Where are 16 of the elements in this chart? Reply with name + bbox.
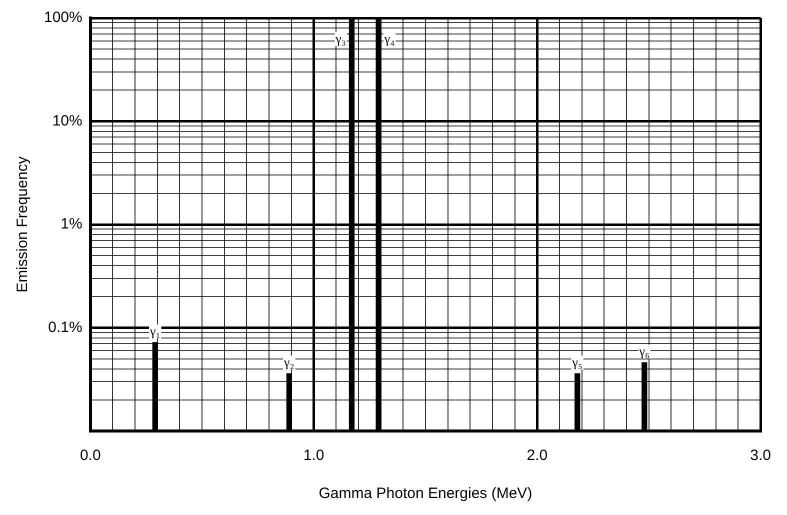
- data-label: γ₆: [638, 343, 650, 358]
- data-label: γ₄: [383, 30, 396, 46]
- data-label: γ₂: [283, 354, 294, 370]
- y-tick-label: 10%: [52, 112, 82, 130]
- x-tick-label: 2.0: [526, 447, 548, 464]
- x-tick-label: 0.0: [80, 447, 101, 464]
- x-tick-label: 3.0: [750, 447, 772, 464]
- x-tick-label: 1.0: [303, 447, 324, 464]
- y-axis-title: Emission Frequency: [14, 156, 32, 292]
- x-axis-title: Gamma Photon Energies (MeV): [318, 485, 532, 502]
- y-tick-label: 1%: [60, 216, 82, 233]
- y-tick-label: 0.1%: [48, 318, 82, 336]
- data-label: γ₃: [334, 30, 346, 46]
- y-tick-label: 100%: [44, 9, 82, 26]
- data-label: γ₁: [149, 323, 160, 338]
- data-label: γ₅: [571, 354, 583, 370]
